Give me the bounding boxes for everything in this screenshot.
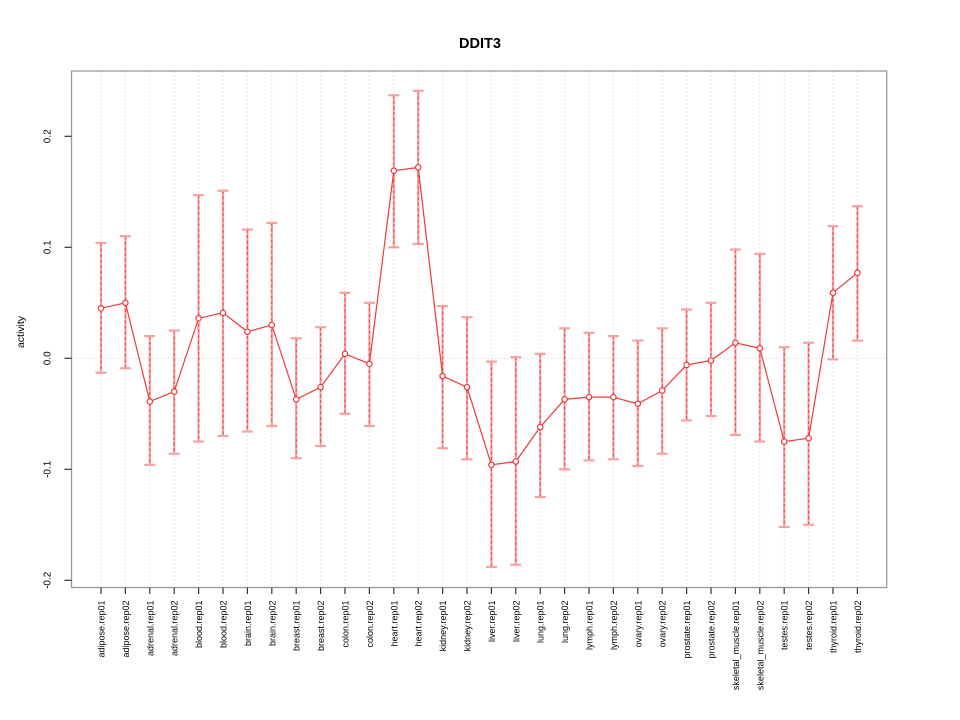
y-tick-label: -0.1 <box>43 460 54 478</box>
x-tick-label: ovary.rep01 <box>633 601 643 648</box>
y-tick-label: 0.0 <box>43 351 54 365</box>
x-tick-label: ovary.rep02 <box>658 601 668 648</box>
series-line <box>100 166 858 466</box>
x-tick-label: thyroid.rep01 <box>829 601 839 654</box>
x-tick-label: brain.rep01 <box>243 601 253 647</box>
point-adrenal.rep01 <box>146 398 154 405</box>
point-liver.rep02 <box>512 458 520 465</box>
x-tick-label: adrenal.rep01 <box>145 601 155 657</box>
x-tick-label: testes.rep02 <box>804 601 814 651</box>
x-tick-label: lung.rep02 <box>560 601 570 644</box>
x-tick-label: heart.rep01 <box>389 601 399 647</box>
y-tick-label: -0.2 <box>43 571 54 589</box>
x-tick-label: colon.rep01 <box>341 601 351 648</box>
point-adipose.rep01 <box>97 305 105 312</box>
plot-border <box>70 70 888 589</box>
point-heart.rep01 <box>390 167 398 175</box>
point-prostate.rep01 <box>683 361 690 369</box>
x-tick-label: skeletal_muscle.rep02 <box>755 601 765 691</box>
point-lung.rep01 <box>536 423 544 431</box>
point-heart.rep02 <box>414 164 422 171</box>
x-tick-label: heart.rep02 <box>414 601 424 647</box>
chart-title: DDIT3 <box>459 36 501 52</box>
x-tick-label: brain.rep02 <box>267 601 277 647</box>
point-brain.rep01 <box>244 328 251 335</box>
point-blood.rep01 <box>195 315 202 322</box>
point-adrenal.rep02 <box>170 388 178 395</box>
point-lung.rep02 <box>561 396 568 403</box>
x-tick-label: prostate.rep02 <box>707 601 717 659</box>
y-tick-label: 0.2 <box>43 129 54 143</box>
point-breast.rep01 <box>292 396 300 403</box>
x-tick-label: thyroid.rep02 <box>853 601 863 654</box>
point-adipose.rep02 <box>122 299 129 307</box>
point-ovary.rep01 <box>634 400 642 408</box>
chart-canvas: 0.2 0.1 0.0 -0.1 -0.2 adipose.rep01 adipose.re… <box>43 70 888 691</box>
y-axis-title: activity <box>15 315 27 348</box>
x-tick-label: adipose.rep02 <box>121 601 131 658</box>
x-tick-label: prostate.rep01 <box>682 601 692 659</box>
x-tick-label: adrenal.rep02 <box>170 601 180 657</box>
x-tick-label: breast.rep01 <box>292 601 302 652</box>
x-tick-label: lymph.rep01 <box>585 601 595 651</box>
error-bar-testes.rep01 <box>778 346 790 529</box>
point-blood.rep02 <box>219 309 227 317</box>
x-tick-label: lymph.rep02 <box>609 601 619 651</box>
point-breast.rep02 <box>317 383 324 391</box>
x-tick-label: liver.rep01 <box>487 601 497 643</box>
point-kidney.rep02 <box>463 383 471 391</box>
y-tick-label: 0.1 <box>43 240 54 254</box>
point-thyroid.rep02 <box>854 269 861 277</box>
point-liver.rep01 <box>488 461 495 469</box>
point-testes.rep01 <box>780 438 788 445</box>
point-thyroid.rep01 <box>829 289 837 297</box>
point-colon.rep01 <box>341 350 349 358</box>
x-tick-label: liver.rep02 <box>511 601 521 643</box>
point-lymph.rep02 <box>610 393 617 401</box>
point-skeletal_muscle.rep02 <box>756 345 764 352</box>
point-lymph.rep01 <box>585 393 593 401</box>
point-testes.rep02 <box>805 434 812 442</box>
x-tick-label: colon.rep02 <box>365 601 375 648</box>
point-ovary.rep02 <box>658 387 666 394</box>
point-prostate.rep02 <box>707 357 715 364</box>
point-colon.rep02 <box>366 360 373 368</box>
error-bar-testes.rep02 <box>803 341 815 526</box>
x-tick-label: testes.rep01 <box>780 601 790 651</box>
x-tick-label: adipose.rep01 <box>97 601 107 658</box>
point-skeletal_muscle.rep01 <box>732 339 739 347</box>
x-tick-label: breast.rep02 <box>316 601 326 652</box>
point-brain.rep02 <box>268 321 276 329</box>
x-tick-label: skeletal_muscle.rep01 <box>731 601 741 691</box>
x-tick-label: kidney.rep01 <box>438 601 448 652</box>
x-tick-label: lung.rep01 <box>536 601 546 644</box>
x-tick-label: blood.rep02 <box>219 601 229 649</box>
point-kidney.rep01 <box>439 372 446 380</box>
x-tick-label: kidney.rep02 <box>463 601 473 652</box>
x-tick-label: blood.rep01 <box>194 601 204 649</box>
